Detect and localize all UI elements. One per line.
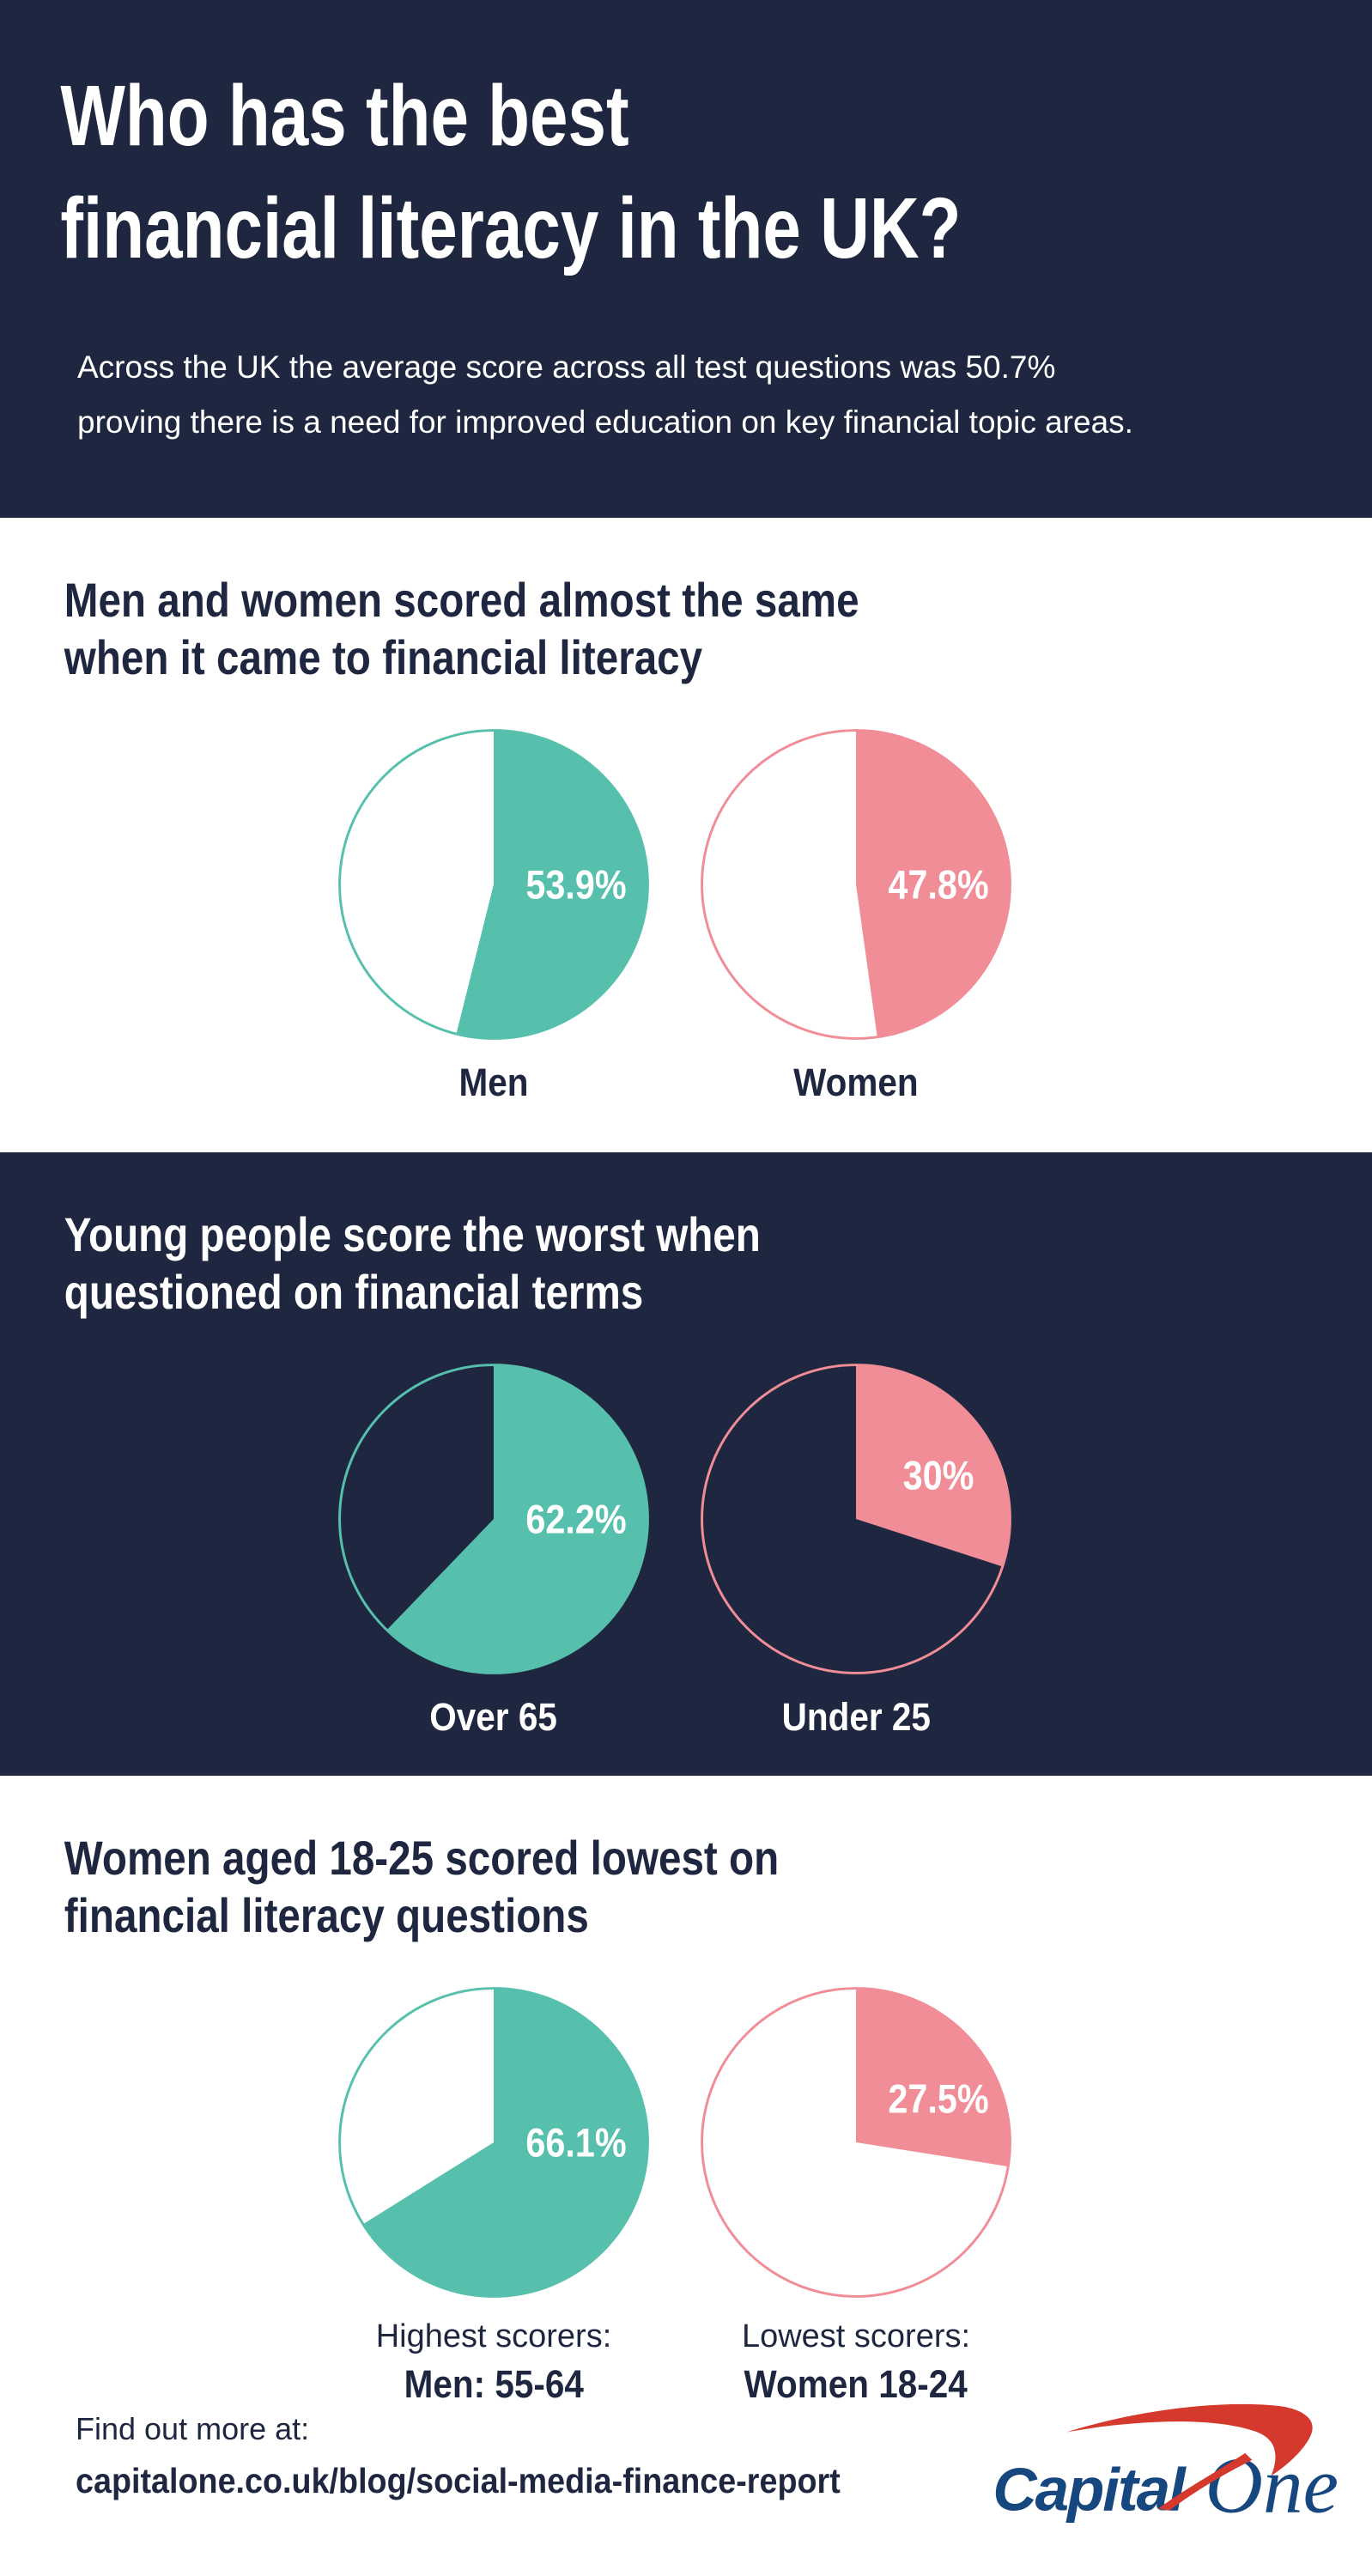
- pie-svg: [338, 729, 649, 1041]
- section-age-terms-heading: Young people score the worst when questio…: [64, 1207, 761, 1320]
- pies-row: 53.9% Men 47.8% Women: [335, 726, 1372, 1105]
- pie-svg: [701, 1364, 1011, 1675]
- section-men-vs-women-heading: Men and women scored almost the same when…: [64, 573, 859, 685]
- footer-url-link[interactable]: capitalone.co.uk/blog/social-media-finan…: [76, 2461, 841, 2500]
- pie-caption-label: Men: 55-64: [404, 2362, 584, 2407]
- pie-svg: [701, 1987, 1011, 2299]
- logo-swoosh-tail: [1157, 2452, 1253, 2511]
- pie-chart-lowest-scorers: 27.5%: [697, 1984, 1015, 2301]
- pie-figure-highest-scorers: 66.1% Highest scorers: Men: 55-64: [335, 1984, 653, 2407]
- pie-caption-label: Women 18-24: [744, 2362, 968, 2407]
- pie-figure-lowest-scorers: 27.5% Lowest scorers: Women 18-24: [697, 1984, 1015, 2407]
- header: Who has the best financial literacy in th…: [0, 0, 1372, 518]
- section-age-terms: Young people score the worst when questio…: [0, 1152, 1372, 1776]
- pies-row: 66.1% Highest scorers: Men: 55-64 27.5% …: [335, 1984, 1372, 2407]
- logo-capital-text: Capital: [993, 2457, 1187, 2524]
- pie-caption-label: Men: [458, 1060, 529, 1105]
- pie-caption-label: Women: [793, 1060, 919, 1105]
- section-men-vs-women: Men and women scored almost the same when…: [0, 518, 1372, 1152]
- pie-figure-over-65: 62.2% Over 65: [335, 1360, 653, 1740]
- pie-caption-label: Under 25: [781, 1695, 931, 1740]
- footer-find-out-more: Find out more at: capitalone.co.uk/blog/…: [76, 2411, 907, 2501]
- section-women-18-25: Women aged 18-25 scored lowest on financi…: [0, 1776, 1372, 2576]
- page-title-line1: Who has the best: [60, 68, 629, 164]
- pie-chart-highest-scorers: 66.1%: [335, 1984, 653, 2301]
- pie-caption-lead: Highest scorers:: [375, 2318, 612, 2355]
- pie-figure-men: 53.9% Men: [335, 726, 653, 1105]
- pie-chart-men: 53.9%: [335, 726, 653, 1043]
- page-subtitle-line2: proving there is a need for improved edu…: [77, 404, 1133, 440]
- pie-chart-women: 47.8%: [697, 726, 1015, 1043]
- section-women-18-25-heading: Women aged 18-25 scored lowest on financi…: [64, 1831, 780, 1943]
- pie-chart-under-25: 30%: [697, 1360, 1015, 1678]
- pie-value-label: 66.1%: [525, 2119, 627, 2166]
- pie-caption-over-65: Over 65: [335, 1695, 653, 1740]
- pies-row: 62.2% Over 65 30% Under 25: [335, 1360, 1372, 1740]
- pie-svg: [338, 1364, 649, 1675]
- pie-caption-highest-scorers: Highest scorers: Men: 55-64: [335, 2318, 653, 2407]
- pie-value-label: 62.2%: [525, 1496, 627, 1542]
- pie-svg: [338, 1987, 649, 2299]
- page-subtitle-line1: Across the UK the average score across a…: [77, 349, 1056, 385]
- pie-value-label: 53.9%: [525, 861, 627, 908]
- pie-caption-men: Men: [335, 1060, 653, 1105]
- pie-value-label: 27.5%: [888, 2075, 989, 2122]
- logo-swoosh-main: [1066, 2403, 1313, 2476]
- pie-value-label: 47.8%: [888, 861, 989, 908]
- pie-figure-women: 47.8% Women: [697, 726, 1015, 1105]
- pie-caption-lowest-scorers: Lowest scorers: Women 18-24: [697, 2318, 1015, 2407]
- pie-caption-under-25: Under 25: [697, 1695, 1015, 1740]
- pie-value-label: 30%: [902, 1452, 974, 1498]
- footer-lead-text: Find out more at:: [76, 2411, 310, 2446]
- logo-one-text: One: [1205, 2442, 1339, 2530]
- pie-caption-label: Over 65: [429, 1695, 558, 1740]
- capital-one-logo: Capital One: [993, 2403, 1339, 2530]
- pie-caption-women: Women: [697, 1060, 1015, 1105]
- page-title: Who has the best financial literacy in th…: [0, 0, 1097, 285]
- pie-caption-lead: Lowest scorers:: [741, 2318, 971, 2355]
- page-subtitle: Across the UK the average score across a…: [77, 340, 1372, 449]
- pie-figure-under-25: 30% Under 25: [697, 1360, 1015, 1740]
- page-title-line2: financial literacy in the UK?: [60, 180, 962, 276]
- pie-svg: [701, 729, 1011, 1041]
- pie-chart-over-65: 62.2%: [335, 1360, 653, 1678]
